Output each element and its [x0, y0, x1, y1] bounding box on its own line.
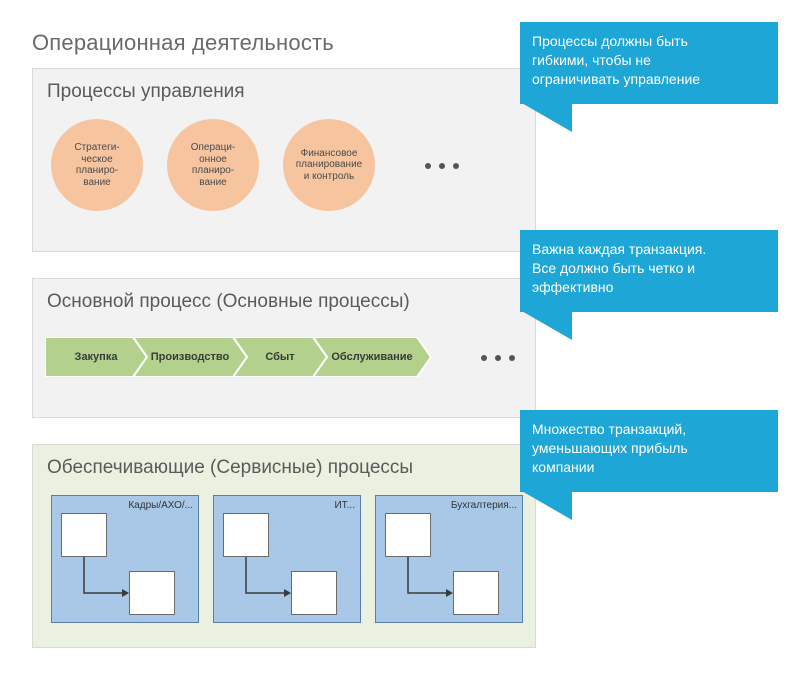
process-step: Обслуживание [313, 337, 431, 377]
callout: Процессы должны бытьгибкими, чтобы неогр… [520, 22, 778, 104]
callout-tail-icon [520, 490, 572, 520]
process-chain: Закупка Производство Сбыт Обслуживание [45, 337, 431, 377]
core-panel: Основной процесс (Основные процессы) Зак… [32, 278, 536, 418]
management-circle: Стратеги-ческоепланиро-вание [51, 119, 143, 211]
management-panel: Процессы управления Стратеги-ческоеплани… [32, 68, 536, 252]
ellipsis-icon [425, 163, 459, 169]
management-circle: Операци-онноепланиро-вание [167, 119, 259, 211]
flow-arrow-icon [51, 495, 199, 623]
core-title: Основной процесс (Основные процессы) [47, 291, 410, 313]
ellipsis-icon [481, 355, 515, 361]
callout: Важна каждая транзакция.Все должно быть … [520, 230, 778, 312]
flow-arrow-icon [375, 495, 523, 623]
flow-arrow-icon [213, 495, 361, 623]
management-circle: Финансовоепланированиеи контроль [283, 119, 375, 211]
process-step: Закупка [45, 337, 147, 377]
service-card: ИТ... [213, 495, 361, 623]
callout-tail-icon [520, 310, 572, 340]
page-title: Операционная деятельность [32, 30, 334, 56]
process-step: Производство [133, 337, 247, 377]
service-card: Бухгалтерия... [375, 495, 523, 623]
management-title: Процессы управления [47, 81, 245, 103]
services-title: Обеспечивающие (Сервисные) процессы [47, 457, 413, 479]
callout: Множество транзакций,уменьшающих прибыль… [520, 410, 778, 492]
services-panel: Обеспечивающие (Сервисные) процессы Кадр… [32, 444, 536, 648]
service-card: Кадры/АХО/... [51, 495, 199, 623]
callout-tail-icon [520, 102, 572, 132]
